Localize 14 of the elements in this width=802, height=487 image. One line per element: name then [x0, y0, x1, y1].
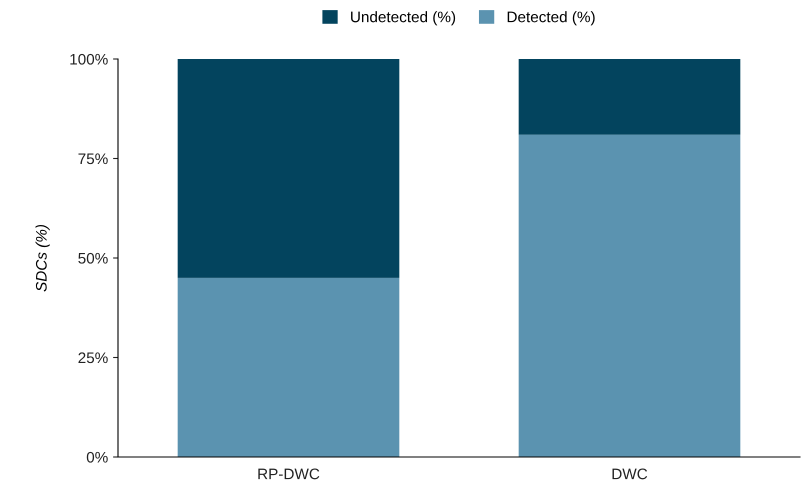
x-tick-label: DWC [612, 468, 648, 480]
y-tick-label: 75% [78, 153, 108, 164]
y-tick-label: 50% [78, 252, 108, 264]
bar [518, 59, 740, 135]
y-axis-title: SDCs (%) [36, 224, 50, 292]
y-tick-label: 25% [78, 352, 108, 364]
bar [178, 59, 400, 278]
bar [518, 134, 740, 457]
y-tick-label: 0% [86, 452, 108, 463]
legend-label: Undetected (%) [351, 11, 456, 26]
bar [178, 278, 400, 457]
x-tick-label: RP-DWC [258, 468, 320, 480]
legend-label: Detected (%) [508, 11, 595, 26]
y-tick-label: 100% [70, 54, 108, 65]
